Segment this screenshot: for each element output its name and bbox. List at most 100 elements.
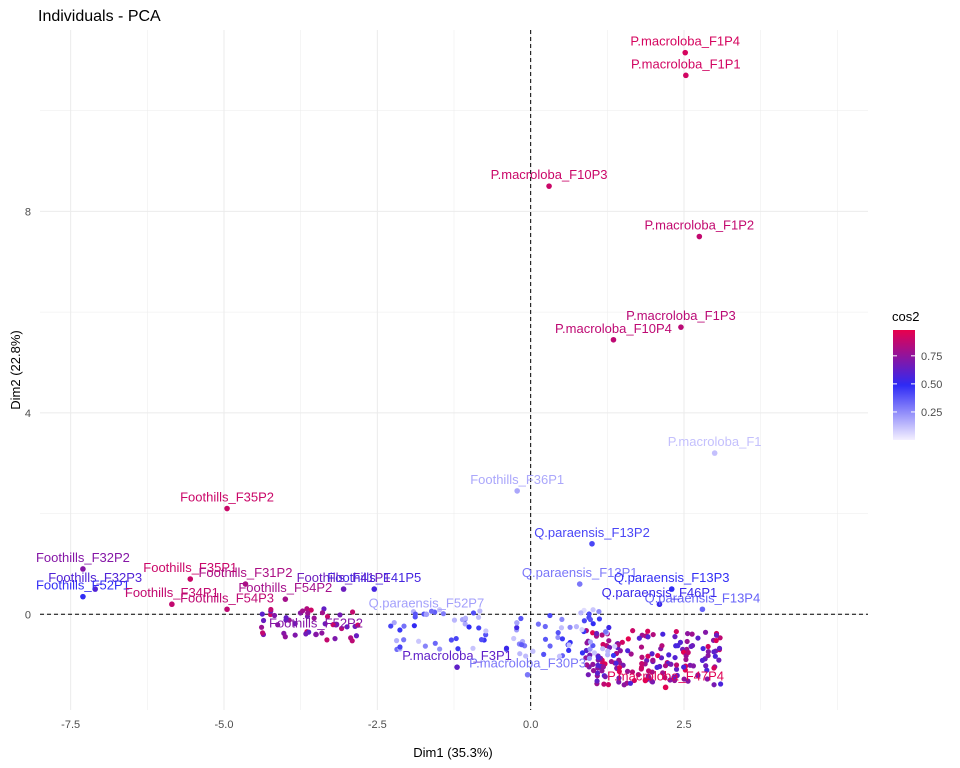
point-label: Foothills_F36P1 [470,472,564,487]
data-point [282,634,288,640]
point-label: Foothills_F35P2 [180,490,274,505]
data-point [437,646,443,652]
data-point [319,630,325,636]
data-point [566,642,572,648]
point-labels: P.macroloba_F1P4 P.macroloba_F1P1 P.macrol… [36,34,762,684]
data-point [711,665,717,671]
data-point [662,663,669,669]
data-point [595,654,601,661]
data-point [625,636,631,642]
data-point [629,669,636,675]
point-label: Foothills_F52P2 [269,615,363,630]
data-point [699,657,706,663]
point-label: P.macroloba_F1P1 [631,56,741,71]
y-tick-label: 4 [25,408,31,420]
x-axis-title: Dim1 (35.3%) [413,745,492,760]
point-label: Foothills_F35P1 [143,560,237,575]
data-point [542,623,548,630]
data-point [658,655,665,661]
data-point [617,648,623,654]
point-cluster [258,606,724,688]
data-point [470,645,476,651]
data-point [699,606,706,613]
data-point [649,678,655,684]
data-point [684,630,691,637]
data-point [586,611,592,617]
data-point [299,608,306,614]
data-point [696,233,703,240]
legend-tick-label: 0.50 [921,379,942,391]
reference-lines [40,30,868,710]
data-point [638,664,645,671]
point-label: Q.paraensis_F52P7 [369,595,485,610]
data-point [349,609,356,615]
data-point [599,668,605,674]
y-axis-ticks: 0 4 8 [25,206,31,621]
data-point [584,662,590,668]
data-point [590,661,596,667]
data-point [704,676,710,682]
data-point [448,637,454,643]
data-point [455,646,461,652]
data-point [476,625,482,631]
x-tick-label: -5.0 [215,719,234,731]
data-point [662,674,668,681]
chart-title: Individuals - PCA [38,8,161,25]
data-point [546,183,552,189]
data-point [590,667,597,674]
data-point [462,615,469,621]
data-point [355,622,361,628]
data-point [169,601,175,608]
point-label: P.macroloba_F47P4 [607,668,724,683]
data-point [411,623,417,629]
data-point [275,622,281,628]
data-point [639,654,645,660]
data-point [397,627,403,633]
data-point [187,576,194,582]
point-label: Q.paraensis_F13P1 [522,565,638,580]
point-label: Foothills_F32P2 [36,550,130,565]
data-point [401,637,407,643]
data-point [451,617,458,623]
data-point [700,645,706,652]
data-point [589,540,595,547]
point-label: Foothills_F34P1 [125,585,219,600]
point-label: Foothills_F54P3 [180,590,274,605]
data-point [672,634,678,640]
point-label: Q.paraensis_F13P2 [534,525,650,540]
data-point [639,660,645,667]
data-point [713,637,719,644]
data-point [567,624,573,630]
data-point [388,623,394,629]
data-point [308,607,314,613]
data-point [579,650,586,656]
data-point [477,608,483,614]
data-point [268,606,274,613]
point-label: Foothills_F52P1 [36,578,130,593]
data-point [518,615,524,622]
data-point [616,679,622,685]
data-point [596,616,603,622]
data-point [605,682,612,688]
data-point [586,655,593,661]
data-point [397,644,403,650]
data-point [401,623,407,629]
data-point [636,635,642,641]
data-point [603,629,609,635]
data-point [662,684,669,691]
data-point [656,601,663,608]
data-point [371,586,378,592]
data-point [642,678,648,684]
x-tick-label: -2.5 [368,719,387,731]
data-point [324,613,331,620]
data-point [673,628,679,635]
data-point [689,631,695,637]
data-point [416,638,422,644]
data-point [585,672,591,678]
data-point [339,625,345,632]
data-point [600,664,607,670]
points [80,49,718,691]
data-point [324,637,330,643]
x-tick-label: 0.0 [523,719,538,731]
data-point [681,676,687,682]
